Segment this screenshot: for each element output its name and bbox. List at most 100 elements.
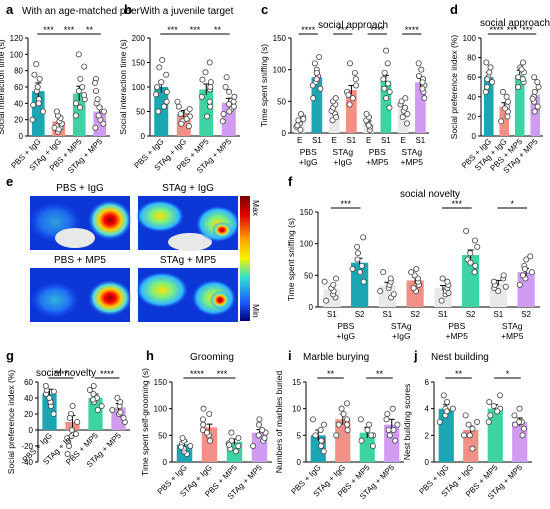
panel-letter-b: b	[124, 2, 132, 17]
data-point-f	[408, 269, 415, 276]
data-point-c	[419, 79, 426, 86]
bar-c	[380, 81, 392, 133]
y-tick-label-a: 80	[14, 67, 23, 76]
y-tick-label-h: 50	[158, 431, 167, 440]
data-point-c	[346, 60, 353, 67]
significance-label-c: ****	[301, 25, 316, 35]
data-point-f	[528, 269, 535, 276]
data-point-c	[313, 76, 320, 83]
data-point-b	[154, 84, 161, 91]
data-point-a	[81, 63, 88, 70]
y-tick-label-c: 50	[277, 97, 286, 106]
data-point-h	[179, 434, 186, 441]
data-point-g	[68, 426, 75, 433]
data-point-a	[79, 84, 86, 91]
data-point-j	[519, 432, 526, 439]
heatmap-label-3: PBS + MP5	[54, 255, 106, 266]
x-tick-label-c: E	[297, 136, 302, 145]
data-point-j	[474, 418, 481, 425]
data-point-c	[295, 117, 302, 124]
data-point-c	[398, 98, 405, 105]
group-label-f: +IgG	[336, 331, 355, 341]
data-point-d	[515, 84, 522, 91]
data-point-a	[40, 108, 47, 115]
panel-letter-j: j	[413, 348, 418, 363]
y-tick-label-c: 150	[273, 34, 287, 43]
data-point-i	[344, 421, 351, 428]
group-label-c: STAg	[401, 147, 422, 157]
y-tick-label-f: 100	[300, 240, 314, 249]
data-point-c	[346, 101, 353, 108]
data-point-f	[360, 278, 367, 285]
data-point-a	[72, 100, 79, 107]
data-point-i	[343, 400, 350, 407]
panel-letter-h: h	[146, 348, 154, 363]
data-point-f	[516, 281, 523, 288]
y-tick-label-h: 0	[163, 458, 168, 467]
data-point-f	[445, 290, 452, 297]
data-point-a	[55, 126, 62, 133]
data-point-j	[465, 421, 472, 428]
data-point-i	[392, 437, 399, 444]
data-point-a	[77, 75, 84, 82]
data-point-d	[489, 79, 496, 86]
data-point-a	[101, 108, 108, 115]
data-point-c	[345, 92, 352, 99]
data-point-c	[419, 85, 426, 92]
data-point-g	[66, 414, 73, 421]
data-point-a	[72, 112, 79, 119]
data-point-c	[317, 85, 324, 92]
data-point-d	[520, 59, 527, 66]
data-point-i	[357, 416, 364, 423]
data-point-c	[383, 47, 390, 54]
data-point-b	[177, 110, 184, 117]
data-point-a	[53, 108, 60, 115]
data-point-f	[527, 253, 534, 260]
data-point-g	[109, 406, 116, 413]
y-tick-label-g: -40	[21, 458, 33, 467]
data-point-h	[255, 432, 262, 439]
data-point-j	[516, 405, 523, 412]
significance-label-c: ****	[405, 25, 420, 35]
data-point-f	[330, 281, 337, 288]
data-point-c	[352, 76, 359, 83]
y-tick-label-b: 200	[132, 34, 146, 43]
data-point-h	[228, 429, 235, 436]
data-point-a	[36, 75, 43, 82]
data-point-b	[223, 74, 230, 81]
colorbar-max-label: Max	[251, 200, 261, 217]
data-point-a	[94, 96, 101, 103]
data-point-a	[81, 92, 88, 99]
data-point-c	[351, 69, 358, 76]
panel-title-g: social novelty	[36, 368, 96, 379]
significance-label-f: *	[510, 199, 514, 209]
data-point-c	[365, 122, 372, 129]
y-tick-label-d: 60	[467, 73, 476, 82]
bar-c	[415, 82, 426, 133]
data-point-b	[230, 98, 237, 105]
x-tick-label-f: S1	[493, 310, 503, 319]
data-point-c	[415, 60, 422, 67]
data-point-d	[534, 79, 541, 86]
data-point-g	[74, 418, 81, 425]
heatmap-label-2: STAg + IgG	[162, 183, 214, 194]
y-axis-label-h: Time spent self-grooming (s)	[140, 368, 150, 476]
data-point-g	[98, 402, 105, 409]
data-point-i	[335, 421, 342, 428]
data-point-c	[316, 54, 323, 61]
data-point-f	[360, 234, 367, 241]
data-point-c	[404, 111, 411, 118]
data-point-c	[383, 95, 390, 102]
data-point-c	[313, 69, 320, 76]
data-point-h	[204, 429, 211, 436]
data-point-f	[467, 259, 474, 266]
data-point-f	[438, 297, 445, 304]
data-point-b	[202, 69, 209, 76]
data-point-d	[504, 98, 511, 105]
data-point-c	[380, 76, 387, 83]
data-point-c	[353, 82, 360, 89]
data-point-h	[199, 416, 206, 423]
data-point-j	[490, 402, 497, 409]
